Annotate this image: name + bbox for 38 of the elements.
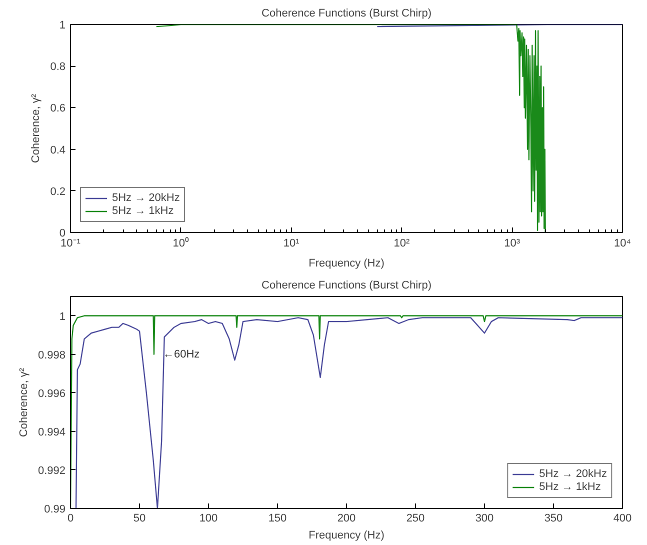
y-tick-label: 0.6 xyxy=(50,102,66,115)
y-axis-title: Coherence, γ² xyxy=(30,94,42,164)
y-tick-label: 0.992 xyxy=(38,464,66,477)
x-tick-label: 400 xyxy=(613,512,632,524)
x-tick-label: 300 xyxy=(475,512,494,524)
y-tick-label: 0.994 xyxy=(38,426,66,438)
x-tick-label: 150 xyxy=(268,512,287,524)
y-tick-label: 0.2 xyxy=(50,186,66,198)
x-tick-label: 0 xyxy=(67,512,74,524)
x-tick-label: 10⁰ xyxy=(172,236,190,250)
chart-title: Coherence Functions (Burst Chirp) xyxy=(262,8,432,20)
x-axis-title: Frequency (Hz) xyxy=(308,258,384,270)
y-tick-label: 0.4 xyxy=(50,144,66,156)
x-tick-label: 10⁻¹ xyxy=(60,238,81,250)
annotation: ←60Hz xyxy=(162,348,200,360)
x-tick-label: 10² xyxy=(394,238,410,250)
y-axis-title: Coherence, γ² xyxy=(18,368,30,438)
x-tick-label: 350 xyxy=(544,512,563,524)
y-tick-label: 0.996 xyxy=(38,388,66,400)
legend-label: 5Hz → 20kHz xyxy=(112,192,180,204)
x-tick-label: 200 xyxy=(337,512,356,524)
legend-label: 5Hz → 1kHz xyxy=(112,205,174,217)
y-tick-label: 1 xyxy=(59,310,66,323)
x-tick-label: 10⁴ xyxy=(614,238,632,250)
y-tick-label: 0 xyxy=(59,228,66,240)
y-tick-label: 0.99 xyxy=(44,504,66,516)
y-tick-label: 1 xyxy=(59,20,66,32)
x-tick-label: 100 xyxy=(199,512,218,524)
x-tick-label: 10¹ xyxy=(283,238,300,250)
chart-title: Coherence Functions (Burst Chirp) xyxy=(262,280,432,292)
x-tick-label: 50 xyxy=(133,512,146,524)
y-tick-label: 0.8 xyxy=(50,61,66,74)
legend-label: 5Hz → 1kHz xyxy=(539,481,601,493)
x-tick-label: 250 xyxy=(406,512,425,524)
x-tick-label: 10³ xyxy=(504,238,520,250)
x-axis-title: Frequency (Hz) xyxy=(308,530,384,542)
legend-label: 5Hz → 20kHz xyxy=(539,468,607,480)
y-tick-label: 0.998 xyxy=(38,349,66,362)
